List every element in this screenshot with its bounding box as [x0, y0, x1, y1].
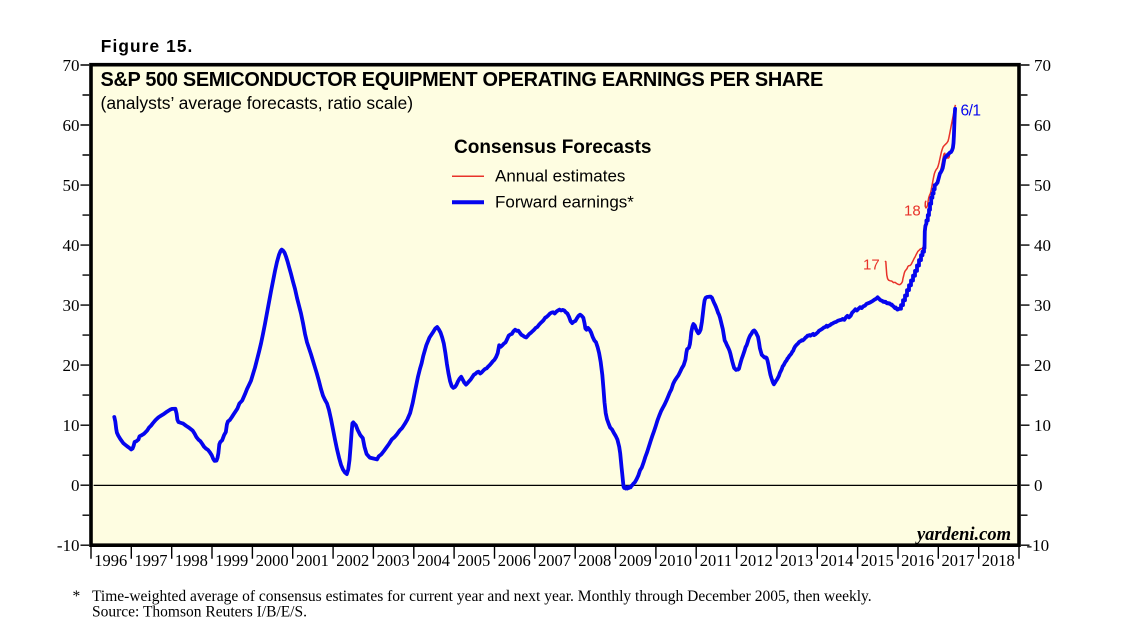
svg-text:18: 18	[904, 203, 921, 220]
svg-text:20: 20	[1034, 356, 1051, 375]
svg-text:Forward earnings*: Forward earnings*	[495, 193, 634, 212]
svg-text:40: 40	[63, 236, 80, 255]
svg-text:2018: 2018	[982, 551, 1015, 570]
svg-text:30: 30	[1034, 296, 1051, 315]
svg-text:yardeni.com: yardeni.com	[915, 525, 1011, 545]
svg-text:Time-weighted average of conse: Time-weighted average of consensus estim…	[92, 588, 872, 605]
svg-text:Source: Thomson Reuters I/B/E/: Source: Thomson Reuters I/B/E/S.	[92, 604, 307, 621]
svg-text:(analysts’ average forecasts,: (analysts’ average forecasts, ratio scal…	[101, 93, 414, 113]
svg-text:2005: 2005	[457, 551, 490, 570]
svg-text:10: 10	[1034, 416, 1051, 435]
svg-text:17: 17	[863, 256, 880, 273]
svg-text:2009: 2009	[619, 551, 652, 570]
svg-text:2004: 2004	[417, 551, 450, 570]
svg-text:2008: 2008	[578, 551, 611, 570]
svg-text:10: 10	[63, 416, 80, 435]
svg-text:1997: 1997	[135, 551, 168, 570]
svg-text:Figure 15.: Figure 15.	[101, 36, 194, 56]
svg-text:0: 0	[71, 476, 80, 495]
svg-text:2012: 2012	[740, 551, 773, 570]
svg-text:2017: 2017	[942, 551, 975, 570]
svg-text:-10: -10	[57, 536, 80, 555]
svg-text:-10: -10	[1027, 536, 1050, 555]
svg-text:20: 20	[63, 356, 80, 375]
svg-text:60: 60	[63, 116, 80, 135]
svg-text:70: 70	[1034, 56, 1051, 75]
svg-text:2013: 2013	[780, 551, 813, 570]
svg-text:0: 0	[1034, 476, 1043, 495]
svg-text:1998: 1998	[175, 551, 208, 570]
svg-text:2016: 2016	[901, 551, 934, 570]
svg-text:S&P 500 SEMICONDUCTOR EQUIPMEN: S&P 500 SEMICONDUCTOR EQUIPMENT OPERATIN…	[101, 69, 824, 91]
svg-text:2011: 2011	[700, 551, 732, 570]
svg-text:1999: 1999	[215, 551, 248, 570]
svg-text:30: 30	[63, 296, 80, 315]
svg-text:2001: 2001	[296, 551, 329, 570]
svg-text:2002: 2002	[336, 551, 369, 570]
svg-text:2003: 2003	[377, 551, 410, 570]
svg-text:50: 50	[1034, 176, 1051, 195]
svg-text:6/1: 6/1	[961, 102, 981, 119]
svg-text:2007: 2007	[538, 551, 571, 570]
svg-text:40: 40	[1034, 236, 1051, 255]
svg-text:1996: 1996	[94, 551, 127, 570]
svg-text:2015: 2015	[861, 551, 894, 570]
svg-text:50: 50	[63, 176, 80, 195]
svg-text:2006: 2006	[498, 551, 531, 570]
svg-text:*: *	[73, 588, 81, 605]
svg-text:Consensus Forecasts: Consensus Forecasts	[454, 137, 651, 158]
svg-text:2010: 2010	[659, 551, 692, 570]
svg-text:Annual estimates: Annual estimates	[495, 167, 625, 186]
svg-text:2014: 2014	[820, 551, 853, 570]
svg-text:70: 70	[63, 56, 80, 75]
svg-text:2000: 2000	[256, 551, 289, 570]
svg-text:60: 60	[1034, 116, 1051, 135]
